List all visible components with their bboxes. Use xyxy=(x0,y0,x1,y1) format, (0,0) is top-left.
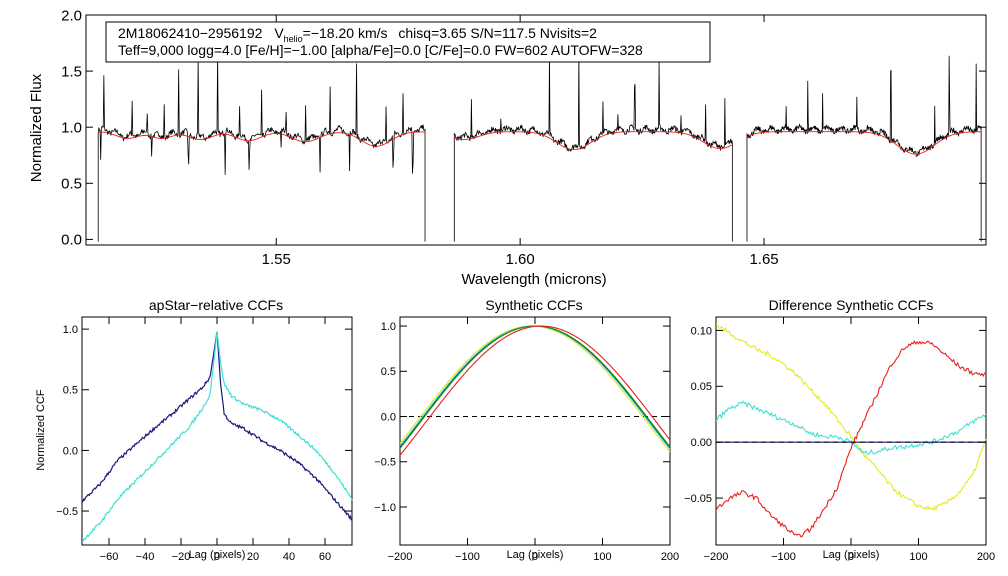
spectrum-model-line xyxy=(98,131,426,147)
object-id: 2M18062410−2956192 xyxy=(118,25,263,41)
apstar-ccf-plot-area xyxy=(81,331,353,543)
spectrum-panel: 1.55 1.60 1.65 0.0 0.5 1.0 1.5 2.0 Wavelength (… xyxy=(28,7,987,288)
apstar-ccf-ytick-label: 0.0 xyxy=(63,445,78,457)
difference-ccf-xtick-label: −200 xyxy=(704,551,729,563)
synthetic-ccf-ytick-label: −0.5 xyxy=(374,457,396,469)
apstar-ccf-xtick-label: −60 xyxy=(100,551,119,563)
synthetic-ccf-panel: Synthetic CCFs −200 −100 0 100 200 −1.0 −0.5 0.… xyxy=(374,297,679,563)
vhelio-value: =−18.20 km/s xyxy=(303,25,388,41)
difference-ccf-frame xyxy=(715,316,987,546)
apstar-ccf-line-visit-2 xyxy=(81,331,353,543)
synthetic-ccf-xtick-label: 100 xyxy=(593,551,611,563)
apstar-ccf-ticks: −60 −40 −20 0 20 40 60 −0.5 0.0 0.5 1.0 xyxy=(56,317,352,563)
spectrum-plot-area xyxy=(97,50,982,242)
apstar-ccf-line-visit-1 xyxy=(81,331,353,521)
synthetic-ccf-ytick-label: 1.0 xyxy=(381,321,396,333)
synthetic-ccf-line-red xyxy=(399,325,671,456)
apstar-ccf-ytick-label: −0.5 xyxy=(56,506,78,518)
apstar-ccf-xtick-label: −20 xyxy=(172,551,191,563)
synthetic-ccf-xlabel: Lag (pixels) xyxy=(507,549,564,561)
spectrum-observed-line xyxy=(97,54,426,242)
difference-ccf-line-cyan xyxy=(715,400,987,456)
spectrum-ytick-label: 1.0 xyxy=(61,119,82,136)
difference-ccf-ytick-label: 0.10 xyxy=(691,325,712,337)
difference-ccf-xtick-label: −100 xyxy=(771,551,796,563)
difference-ccf-title: Difference Synthetic CCFs xyxy=(769,297,934,313)
spectrum-observed-line xyxy=(453,50,733,242)
synthetic-ccf-ytick-label: 0.5 xyxy=(381,366,396,378)
apstar-ccf-ylabel: Normalized CCF xyxy=(35,389,47,471)
apstar-ccf-ytick-label: 0.5 xyxy=(63,385,78,397)
spectrum-ytick-label: 0.5 xyxy=(61,176,82,193)
difference-ccf-panel: Difference Synthetic CCFs −200 −100 0 100 20… xyxy=(684,297,995,563)
spectrum-model-line xyxy=(746,131,982,155)
apstar-ccf-ytick-label: 1.0 xyxy=(63,324,78,336)
synthetic-ccf-xtick-label: −100 xyxy=(455,551,480,563)
spectrum-ylabel: Normalized Flux xyxy=(28,73,45,182)
apstar-ccf-xlabel: Lag (pixels) xyxy=(189,549,246,561)
synthetic-ccf-line-yellow xyxy=(399,325,671,453)
spectrum-ticks: 1.55 1.60 1.65 0.0 0.5 1.0 1.5 2.0 xyxy=(61,7,986,268)
spectrum-observed-line xyxy=(746,55,982,242)
synthetic-ccf-plot-area xyxy=(399,325,671,456)
spectrum-ytick-label: 1.5 xyxy=(61,63,82,80)
difference-ccf-xtick-label: 100 xyxy=(909,551,927,563)
spectrum-xlabel: Wavelength (microns) xyxy=(461,271,606,288)
synthetic-ccf-xtick-label: −200 xyxy=(388,551,413,563)
synthetic-ccf-frame xyxy=(399,316,671,546)
synthetic-ccf-title: Synthetic CCFs xyxy=(485,297,582,313)
difference-ccf-xlabel: Lag (pixels) xyxy=(823,549,880,561)
apstar-ccf-xtick-label: 40 xyxy=(283,551,295,563)
synthetic-ccf-xtick-label: 0 xyxy=(532,551,538,563)
spectrum-ytick-label: 2.0 xyxy=(61,7,82,24)
apstar-ccf-xtick-label: −40 xyxy=(136,551,155,563)
apstar-ccf-frame xyxy=(81,316,353,546)
annotation-frame xyxy=(105,21,711,63)
synthetic-ccf-xtick-label: 200 xyxy=(661,551,679,563)
difference-ccf-xtick-label: 0 xyxy=(848,551,854,563)
spectrum-frame xyxy=(85,14,987,246)
spectrum-ytick-label: 0.0 xyxy=(61,232,82,249)
annotation-line-1: 2M18062410−2956192 Vhelio=−18.20 km/s ch… xyxy=(118,25,597,44)
spectrum-xtick-label: 1.65 xyxy=(749,251,778,268)
spectrum-xtick-label: 1.55 xyxy=(262,251,291,268)
spectrum-xtick-label: 1.60 xyxy=(506,251,535,268)
synthetic-ccf-line-blue xyxy=(399,325,671,448)
difference-ccf-line-yellow xyxy=(715,324,987,512)
annotation-line-2: Teff=9,000 logg=4.0 [Fe/H]=−1.00 [alpha/… xyxy=(118,42,643,58)
difference-ccf-ytick-label: 0.05 xyxy=(691,381,712,393)
difference-ccf-line-red xyxy=(715,339,987,538)
annotation-box: 2M18062410−2956192 Vhelio=−18.20 km/s ch… xyxy=(105,21,711,63)
synthetic-ccf-ytick-label: 0.0 xyxy=(381,411,396,423)
difference-ccf-ytick-label: −0.05 xyxy=(684,493,712,505)
apstar-ccf-xtick-label: 60 xyxy=(319,551,331,563)
vhelio-symbol: V xyxy=(274,25,284,41)
difference-ccf-plot-area xyxy=(715,324,987,538)
synthetic-ccf-ytick-label: −1.0 xyxy=(374,502,396,514)
vhelio-subscript: helio xyxy=(284,34,303,44)
fit-stats: chisq=3.65 S/N=117.5 Nvisits=2 xyxy=(398,25,597,41)
spectrum-model-line xyxy=(454,131,733,151)
difference-ccf-ticks: −200 −100 0 100 200 −0.05 0.00 0.05 0.10 xyxy=(684,317,995,563)
apstar-ccf-xtick-label: 0 xyxy=(214,551,220,563)
difference-ccf-ytick-label: 0.00 xyxy=(691,437,712,449)
apstar-ccf-xtick-label: 20 xyxy=(247,551,259,563)
difference-ccf-xtick-label: 200 xyxy=(977,551,995,563)
apstar-ccf-panel: apStar−relative CCFs −60 −40 −20 0 20 40 60 −0.… xyxy=(35,297,353,563)
apstar-ccf-title: apStar−relative CCFs xyxy=(149,297,283,313)
synthetic-ccf-ticks: −200 −100 0 100 200 −1.0 −0.5 0.0 0.5 1.0 xyxy=(374,317,679,563)
